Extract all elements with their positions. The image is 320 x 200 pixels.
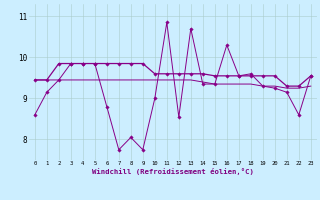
X-axis label: Windchill (Refroidissement éolien,°C): Windchill (Refroidissement éolien,°C) — [92, 168, 254, 175]
